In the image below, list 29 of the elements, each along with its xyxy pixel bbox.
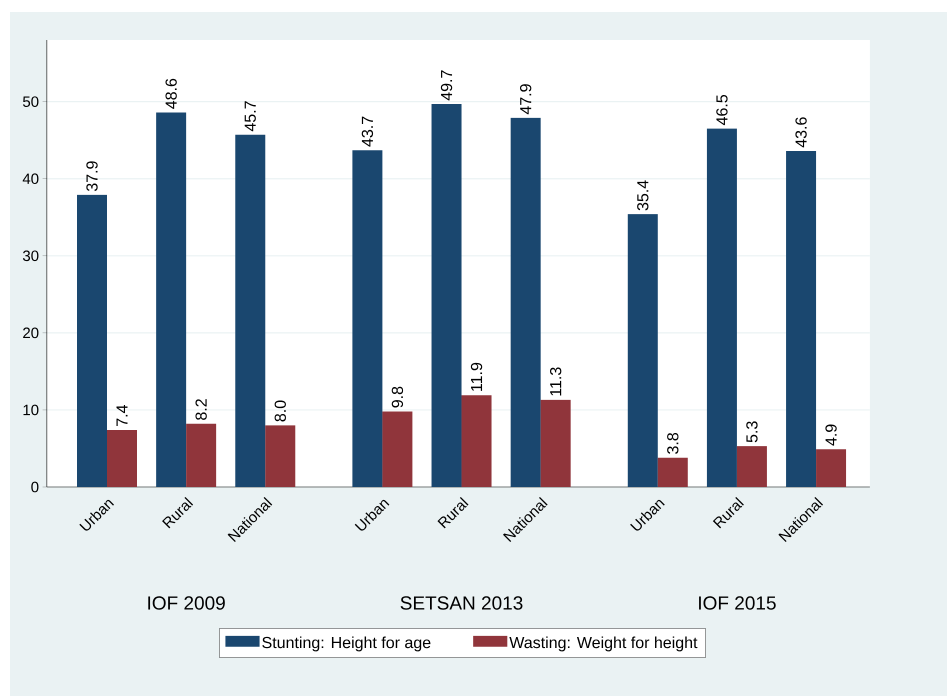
data-label: 4.9: [825, 424, 837, 446]
y-tick-label: 0: [31, 482, 38, 492]
data-label: 37.9: [86, 161, 98, 192]
data-label: 8.2: [195, 399, 207, 420]
data-label: 49.7: [440, 70, 452, 100]
y-tick-label: 50: [22, 96, 38, 107]
data-label: 48.6: [165, 78, 177, 109]
data-label: 45.7: [244, 101, 256, 132]
legend-label: Stunting: Height for age: [262, 636, 430, 652]
data-label: 43.6: [795, 117, 807, 148]
data-label: 3.8: [667, 432, 678, 454]
data-label: 11.3: [550, 367, 562, 396]
y-tick-label: 20: [23, 328, 38, 338]
data-label: 43.7: [362, 116, 374, 147]
y-tick-label: 30: [22, 250, 38, 262]
data-label: 47.9: [520, 84, 532, 114]
data-label: 9.8: [392, 386, 404, 408]
y-tick-label: 10: [24, 404, 38, 416]
legend-label: Wasting: Weight for height: [509, 636, 698, 652]
text: IOF 2015: [699, 596, 776, 610]
data-label: 7.4: [116, 405, 128, 426]
data-label: 11.9: [470, 362, 482, 391]
data-label: 5.3: [746, 421, 758, 442]
text: IOF 2009: [148, 596, 225, 610]
data-label: 35.4: [637, 180, 648, 210]
y-tick-label: 40: [22, 173, 38, 184]
data-label: 46.5: [716, 94, 728, 126]
text: SETSAN 2013: [400, 596, 522, 610]
data-label: 8.0: [274, 400, 286, 422]
